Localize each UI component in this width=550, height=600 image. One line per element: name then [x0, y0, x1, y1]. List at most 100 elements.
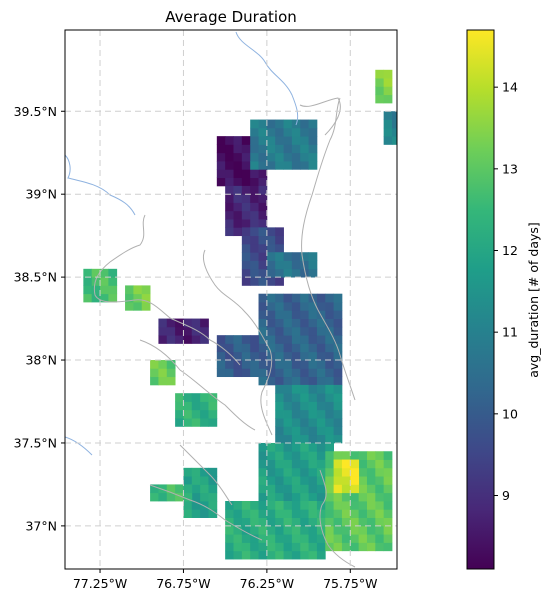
heatmap-cell — [291, 144, 301, 154]
heatmap-cell — [350, 525, 360, 535]
heatmap-cell — [316, 451, 326, 460]
heatmap-cell — [291, 136, 301, 145]
heatmap-cell — [183, 393, 193, 402]
heatmap-cell — [100, 285, 109, 295]
heatmap-cell — [158, 360, 168, 369]
heatmap-cell — [225, 501, 234, 510]
heatmap-cell — [316, 401, 326, 411]
coast-potomac — [93, 214, 241, 366]
y-tick-label: 38°N — [25, 353, 57, 368]
heatmap-cell — [316, 326, 326, 336]
rivers — [65, 31, 299, 456]
heatmap-cell — [275, 326, 284, 336]
heatmap-cell — [350, 492, 360, 502]
heatmap-cell — [308, 550, 318, 560]
heatmap-cell — [200, 509, 209, 518]
heatmap-cell — [358, 484, 368, 494]
heatmap-cell — [341, 501, 351, 510]
heatmap-cell — [208, 476, 218, 485]
heatmap-cell — [308, 426, 318, 436]
heatmap-cell — [333, 451, 343, 460]
heatmap-cell — [391, 136, 397, 145]
heatmap-cell — [275, 384, 284, 394]
heatmap-cell — [258, 368, 268, 378]
heatmap-cell — [200, 335, 209, 344]
heatmap-cell — [333, 368, 343, 378]
heatmap-cell — [258, 326, 268, 336]
heatmap-cell — [241, 542, 251, 552]
heatmap-cell — [183, 484, 193, 494]
heatmap-cell — [241, 202, 251, 212]
heatmap-cell — [375, 451, 385, 460]
heatmap-cell — [266, 161, 276, 170]
heatmap-cell — [166, 318, 176, 328]
gridlines — [65, 30, 397, 569]
heatmap-cell — [316, 542, 326, 552]
heatmap-cell — [241, 268, 251, 278]
heatmap-cell — [183, 509, 193, 518]
heatmap-cell — [241, 335, 251, 344]
heatmap-cell — [225, 351, 234, 361]
heatmap-cell — [141, 293, 151, 303]
heatmap-cell — [316, 442, 326, 452]
heatmap-cell — [250, 219, 259, 228]
heatmap-cell — [216, 152, 226, 162]
heatmap-cell — [383, 451, 393, 460]
heatmap-cell — [291, 376, 301, 386]
heatmap-cell — [266, 127, 276, 137]
heatmap-cell — [391, 127, 397, 137]
heatmap-cell — [241, 343, 251, 353]
heatmap-cell — [291, 127, 301, 137]
heatmap-cell — [283, 401, 293, 411]
heatmap-cell — [291, 484, 301, 494]
heatmap-cell — [283, 152, 293, 162]
heatmap-cell — [316, 550, 326, 560]
heatmap-cell — [100, 293, 109, 303]
heatmap-cell — [358, 459, 368, 469]
colorbar-tick-label: 14 — [502, 80, 518, 95]
heatmap-cell — [300, 451, 309, 460]
heatmap-cell — [383, 542, 393, 552]
heatmap-cell — [300, 467, 309, 477]
heatmap-cell — [241, 161, 251, 170]
heatmap-cell — [266, 451, 276, 460]
heatmap-cell — [300, 161, 309, 170]
heatmap-cell — [283, 161, 293, 170]
heatmap-cell — [308, 301, 318, 311]
heatmap-cell — [258, 268, 268, 278]
heatmap-cell — [308, 525, 318, 535]
heatmap-cell — [283, 525, 293, 535]
heatmap-cell — [258, 119, 268, 129]
heatmap-cell — [200, 318, 209, 328]
heatmap-cell — [275, 310, 284, 319]
heatmap-cell — [291, 368, 301, 378]
heatmap-cell — [341, 517, 351, 527]
coast-eastern-bay — [299, 97, 341, 136]
x-tick-label: 75.75°W — [323, 576, 377, 591]
y-tick-label: 39°N — [25, 187, 57, 202]
heatmap-cell — [258, 343, 268, 353]
heatmap-cell — [300, 318, 309, 328]
heatmap-cell — [383, 525, 393, 535]
heatmap-cell — [258, 360, 268, 369]
heatmap-cell — [191, 335, 201, 344]
heatmap-cell — [266, 335, 276, 344]
heatmap-cell — [291, 351, 301, 361]
heatmap-cell — [291, 393, 301, 402]
heatmap-cell — [208, 393, 218, 402]
heatmap-cell — [266, 492, 276, 502]
heatmap-cell — [291, 467, 301, 477]
heatmap-cell — [275, 335, 284, 344]
heatmap-cell — [325, 492, 334, 502]
heatmap-cell — [250, 169, 259, 178]
heatmap-cell — [333, 509, 343, 518]
heatmap-cell — [325, 343, 334, 353]
heatmap-cell — [83, 277, 93, 286]
heatmap-cell — [158, 318, 168, 328]
y-tick-label: 39.5°N — [14, 104, 57, 119]
heatmap-cell — [233, 177, 243, 187]
heatmap-cell — [275, 434, 284, 444]
heatmap-cell — [250, 235, 259, 245]
heatmap-cell — [258, 152, 268, 162]
heatmap-cell — [283, 418, 293, 427]
